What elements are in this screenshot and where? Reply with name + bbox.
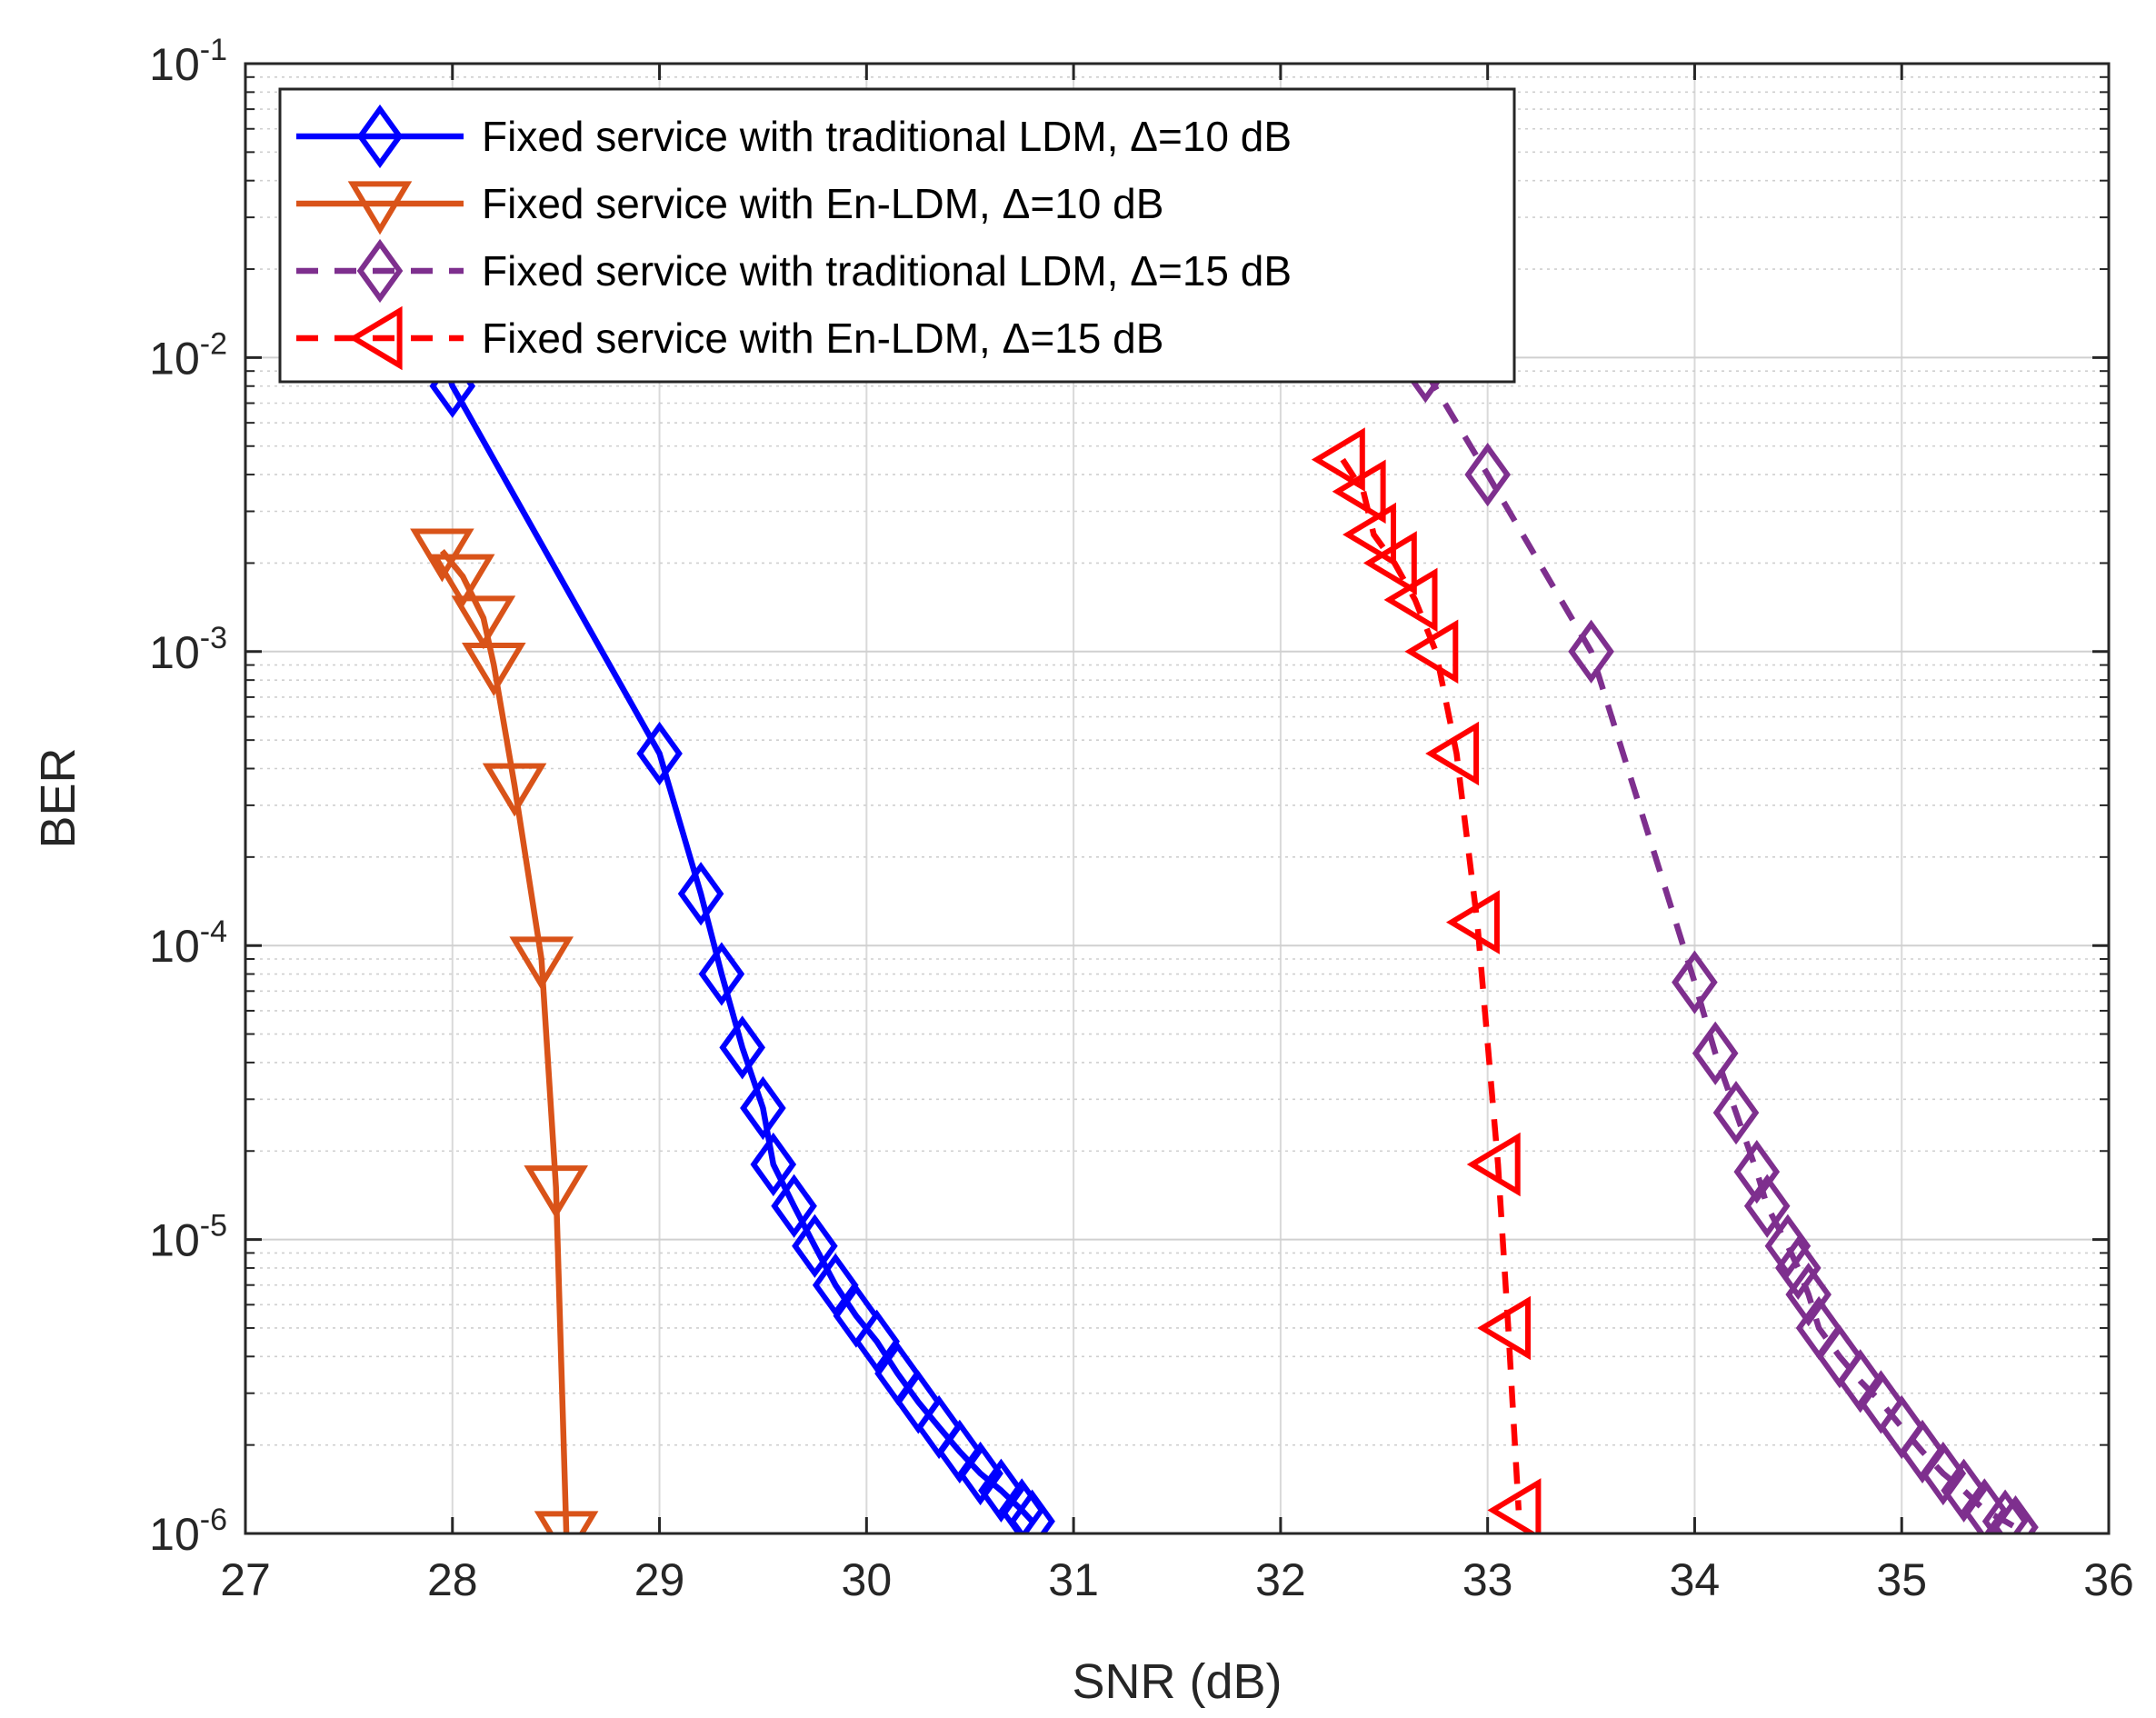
- series-3-marker: [1981, 1489, 2029, 1533]
- series-2-marker: [451, 595, 516, 650]
- series-1-marker: [636, 721, 683, 786]
- series-3-marker: [1785, 1262, 1832, 1327]
- series-3-marker: [1568, 619, 1614, 684]
- series-1-marker: [750, 1132, 797, 1197]
- series-3-marker: [1837, 1349, 1883, 1413]
- series-4-marker: [1362, 531, 1417, 595]
- series-3-marker: [1920, 1441, 1967, 1506]
- x-tick-label: 31: [1048, 1554, 1099, 1605]
- series-3-marker: [1764, 1214, 1812, 1278]
- series-3-marker: [1712, 1080, 1760, 1145]
- series-3-marker: [1899, 1419, 1946, 1484]
- series-3-marker: [1672, 950, 1718, 1014]
- series-1-marker: [677, 862, 724, 926]
- x-tick-label: 35: [1876, 1554, 1927, 1605]
- y-tick-label: 10-3: [149, 621, 227, 678]
- series-4-marker: [1332, 459, 1386, 524]
- series-2: [410, 528, 599, 1533]
- series-2-marker: [430, 554, 495, 608]
- series-2-marker: [462, 643, 526, 696]
- legend-marker-2: [347, 181, 413, 235]
- series-1-marker: [812, 1253, 859, 1317]
- series-3-marker: [1992, 1494, 2039, 1533]
- axis-ticks: 27 28 29 30 31 32 33 34 35 36 10-1 10-2 10-3 10-4 10-5…: [149, 33, 2134, 1605]
- x-axis-label: SNR (dB): [1072, 1654, 1282, 1709]
- x-tick-label: 34: [1670, 1554, 1721, 1605]
- series-1-marker: [978, 1458, 1024, 1523]
- series-1-marker: [719, 1015, 765, 1080]
- series-2-line: [439, 549, 570, 1533]
- series-4-marker: [1425, 721, 1480, 786]
- series-3-marker: [1733, 1139, 1781, 1204]
- series-2-marker: [410, 528, 474, 583]
- series-1-marker: [1009, 1489, 1055, 1533]
- series-1-marker: [740, 1075, 786, 1141]
- series-1-marker: [957, 1441, 1003, 1506]
- series-3-marker: [1775, 1235, 1822, 1301]
- series-4-marker: [1466, 1132, 1521, 1197]
- y-tick-label: 10-6: [149, 1503, 227, 1560]
- legend: Fixed service with traditional LDM, Δ=10…: [278, 87, 1516, 384]
- series-1-marker: [792, 1214, 838, 1278]
- series-2-marker: [509, 936, 574, 991]
- y-axis-label: BER: [31, 747, 85, 848]
- legend-label-4: Fixed service with En-LDM, Δ=15 dB: [482, 315, 1163, 362]
- legend-label-2: Fixed service with En-LDM, Δ=10 dB: [482, 180, 1163, 227]
- series-4-marker: [1477, 1295, 1531, 1361]
- series-1-marker: [936, 1419, 983, 1484]
- series-4-marker: [1487, 1478, 1542, 1533]
- series-1-marker: [771, 1174, 817, 1238]
- y-tick-label: 10-4: [149, 914, 227, 972]
- series-4-marker: [1343, 502, 1396, 567]
- series-3-marker: [1464, 442, 1511, 507]
- y-tick-label: 10-5: [149, 1209, 227, 1266]
- series-3-marker: [1743, 1174, 1791, 1238]
- legend-marker-3: [356, 238, 404, 304]
- series-2-marker: [524, 1165, 588, 1220]
- x-tick-label: 27: [220, 1554, 271, 1605]
- series-2-marker: [534, 1511, 599, 1533]
- legend-marker-1: [356, 104, 404, 169]
- series-2-marker: [482, 763, 547, 817]
- series-4-marker: [1311, 427, 1365, 492]
- axes-box: [244, 62, 2111, 1535]
- series-4-marker: [1383, 567, 1438, 633]
- series-1-line: [408, 267, 1034, 1523]
- legend-box: [278, 87, 1516, 384]
- x-tick-label: 33: [1462, 1554, 1513, 1605]
- series-1-marker: [698, 942, 745, 1006]
- series-layer: [387, 236, 2039, 1533]
- series-4-marker: [1404, 619, 1459, 684]
- legend-label-3: Fixed service with traditional LDM, Δ=15…: [482, 247, 1292, 295]
- x-tick-label: 29: [634, 1554, 685, 1605]
- x-tick-label: 30: [842, 1554, 893, 1605]
- series-4-marker: [1445, 890, 1500, 954]
- x-tick-label: 32: [1255, 1554, 1306, 1605]
- legend-marker-4: [348, 305, 403, 371]
- legend-label-1: Fixed service with traditional LDM, Δ=10…: [482, 113, 1292, 160]
- y-tick-label: 10-2: [149, 326, 227, 384]
- series-3-marker: [1941, 1458, 1987, 1523]
- series-3-marker: [1692, 1021, 1739, 1085]
- series-4: [1311, 427, 1542, 1533]
- x-tick-label: 28: [427, 1554, 478, 1605]
- y-tick-label: 10-1: [149, 33, 227, 90]
- series-1-marker: [853, 1309, 900, 1373]
- x-tick-label: 36: [2083, 1554, 2134, 1605]
